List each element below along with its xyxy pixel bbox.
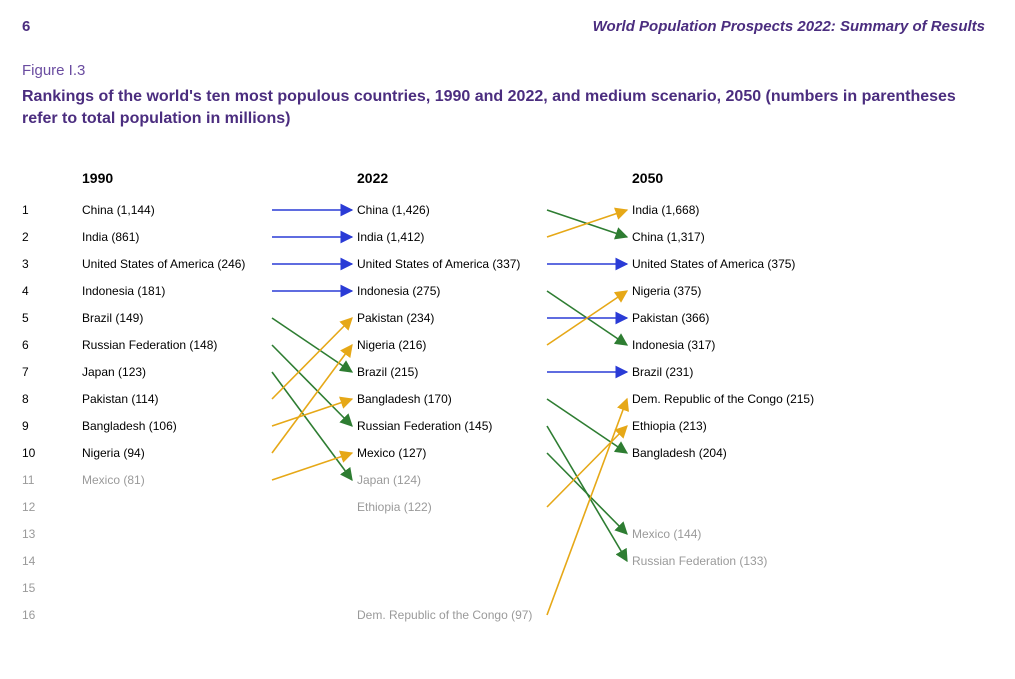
rank-number: 10 — [22, 446, 35, 460]
transition-1990-2022-arrow — [272, 345, 352, 453]
col-2050-entry: United States of America (375) — [632, 257, 795, 271]
rank-number: 11 — [22, 473, 34, 487]
col-2022-entry: Indonesia (275) — [357, 284, 440, 298]
rank-number: 3 — [22, 257, 29, 271]
figure-title: Rankings of the world's ten most populou… — [22, 86, 985, 131]
transition-2022-2050-arrow — [547, 453, 627, 534]
year-header-1990: 1990 — [82, 170, 113, 186]
rank-number: 8 — [22, 392, 29, 406]
figure-label: Figure I.3 — [22, 62, 85, 79]
transition-2022-2050-arrow — [547, 426, 627, 507]
rank-number: 5 — [22, 311, 29, 325]
col-1990-entry: India (861) — [82, 230, 139, 244]
col-2022-entry: China (1,426) — [357, 203, 430, 217]
rank-number: 13 — [22, 527, 35, 541]
rank-number: 9 — [22, 419, 29, 433]
transition-2022-2050-arrow — [547, 291, 627, 345]
transition-1990-2022-arrow — [272, 399, 352, 426]
col-1990-entry: Bangladesh (106) — [82, 419, 177, 433]
col-2022-entry: United States of America (337) — [357, 257, 520, 271]
transition-1990-2022-arrow — [272, 318, 352, 372]
col-2022-entry: Pakistan (234) — [357, 311, 434, 325]
transition-2022-2050-arrow — [547, 426, 627, 561]
col-2022-entry: Nigeria (216) — [357, 338, 426, 352]
col-2050-entry: Pakistan (366) — [632, 311, 709, 325]
rank-number: 12 — [22, 500, 35, 514]
col-1990-entry: Russian Federation (148) — [82, 338, 217, 352]
col-2022-entry: Ethiopia (122) — [357, 500, 432, 514]
transition-2022-2050-arrow — [547, 291, 627, 345]
rank-number: 7 — [22, 365, 29, 379]
rank-number: 16 — [22, 608, 35, 622]
rank-number: 1 — [22, 203, 29, 217]
arrows-overlay — [22, 160, 982, 660]
col-2050-entry: Dem. Republic of the Congo (215) — [632, 392, 814, 406]
rank-number: 15 — [22, 581, 35, 595]
transition-1990-2022-arrow — [272, 318, 352, 399]
col-2050-entry: India (1,668) — [632, 203, 699, 217]
col-1990-entry: Brazil (149) — [82, 311, 143, 325]
col-1990-entry: Mexico (81) — [82, 473, 145, 487]
col-2022-entry: Russian Federation (145) — [357, 419, 492, 433]
col-2022-entry: India (1,412) — [357, 230, 424, 244]
page-header: 6 World Population Prospects 2022: Summa… — [0, 18, 1015, 35]
transition-2022-2050-arrow — [547, 210, 627, 237]
rank-number: 14 — [22, 554, 35, 568]
col-1990-entry: United States of America (246) — [82, 257, 245, 271]
transition-1990-2022-arrow — [272, 453, 352, 480]
transition-2022-2050-arrow — [547, 210, 627, 237]
col-1990-entry: Pakistan (114) — [82, 392, 158, 406]
col-1990-entry: Indonesia (181) — [82, 284, 165, 298]
col-2050-entry: Ethiopia (213) — [632, 419, 707, 433]
rank-number: 2 — [22, 230, 29, 244]
col-2050-entry: China (1,317) — [632, 230, 705, 244]
transition-2022-2050-arrow — [547, 399, 627, 453]
rank-number: 6 — [22, 338, 29, 352]
col-2022-entry: Bangladesh (170) — [357, 392, 452, 406]
col-2050-entry: Bangladesh (204) — [632, 446, 727, 460]
col-2050-entry: Mexico (144) — [632, 527, 701, 541]
col-2050-entry: Russian Federation (133) — [632, 554, 767, 568]
col-1990-entry: Japan (123) — [82, 365, 146, 379]
year-header-2022: 2022 — [357, 170, 388, 186]
col-1990-entry: China (1,144) — [82, 203, 155, 217]
rank-number: 4 — [22, 284, 29, 298]
col-2022-entry: Brazil (215) — [357, 365, 418, 379]
page-number: 6 — [22, 18, 30, 35]
col-2022-entry: Japan (124) — [357, 473, 421, 487]
transition-1990-2022-arrow — [272, 345, 352, 426]
col-2022-entry: Mexico (127) — [357, 446, 426, 460]
col-2050-entry: Indonesia (317) — [632, 338, 715, 352]
transition-1990-2022-arrow — [272, 372, 352, 480]
col-2022-entry: Dem. Republic of the Congo (97) — [357, 608, 532, 622]
col-2050-entry: Brazil (231) — [632, 365, 693, 379]
year-header-2050: 2050 — [632, 170, 663, 186]
col-1990-entry: Nigeria (94) — [82, 446, 145, 460]
col-2050-entry: Nigeria (375) — [632, 284, 701, 298]
ranking-chart: 19902022205012345678910111213141516China… — [22, 160, 982, 660]
transition-2022-2050-arrow — [547, 399, 627, 615]
document-title: World Population Prospects 2022: Summary… — [593, 18, 985, 35]
